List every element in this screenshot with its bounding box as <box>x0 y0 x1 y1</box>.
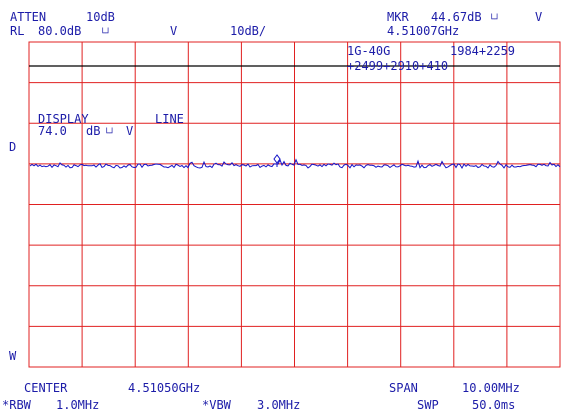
marker-symbol <box>273 154 281 167</box>
display-line-unit-v: V <box>126 124 134 138</box>
mu-symbol: └┘ <box>104 129 115 139</box>
span-value: 10.00MHz <box>462 381 520 395</box>
atten-label: ATTEN <box>10 10 47 24</box>
ref-level-value: 80.0dB <box>38 24 82 38</box>
center-frequency: 4.51050GHz <box>128 381 201 395</box>
marker-amplitude: 44.67dB <box>431 10 482 24</box>
center-label: CENTER <box>24 381 68 395</box>
detector-mark-d: D <box>9 140 17 154</box>
detector-mark-w: W <box>9 349 17 363</box>
span-label: SPAN <box>389 381 418 395</box>
display-line-value: 74.0 <box>38 124 67 138</box>
rbw-label: *RBW <box>2 398 31 412</box>
display-line-title: DISPLAY <box>38 112 89 126</box>
spectrum-trace <box>29 158 561 170</box>
atten-value: 10dB <box>86 10 115 24</box>
mu-symbol: └┘ <box>100 29 111 39</box>
marker-label: MKR <box>387 10 409 24</box>
mu-symbol: └┘ <box>489 15 500 25</box>
sweep-label: SWP <box>417 398 439 412</box>
display-line-unit-db: dB <box>86 124 101 138</box>
marker-unit: V <box>535 10 543 24</box>
vbw-label: *VBW <box>202 398 231 412</box>
display-line-title-2: LINE <box>155 112 184 126</box>
marker-frequency: 4.51007GHz <box>387 24 460 38</box>
scale-per-div: 10dB/ <box>230 24 267 38</box>
sweep-value: 50.0ms <box>472 398 516 412</box>
ref-level-label: RL <box>10 24 25 38</box>
annotation-line2: +2499+2910+410 <box>347 59 449 73</box>
graticule-grid <box>28 41 561 368</box>
band-annotation: 1G-40G <box>347 44 391 58</box>
vbw-value: 3.0MHz <box>257 398 301 412</box>
rbw-value: 1.0MHz <box>56 398 100 412</box>
ref-level-unit: V <box>170 24 178 38</box>
annotation-line1: 1984+2259 <box>450 44 516 58</box>
